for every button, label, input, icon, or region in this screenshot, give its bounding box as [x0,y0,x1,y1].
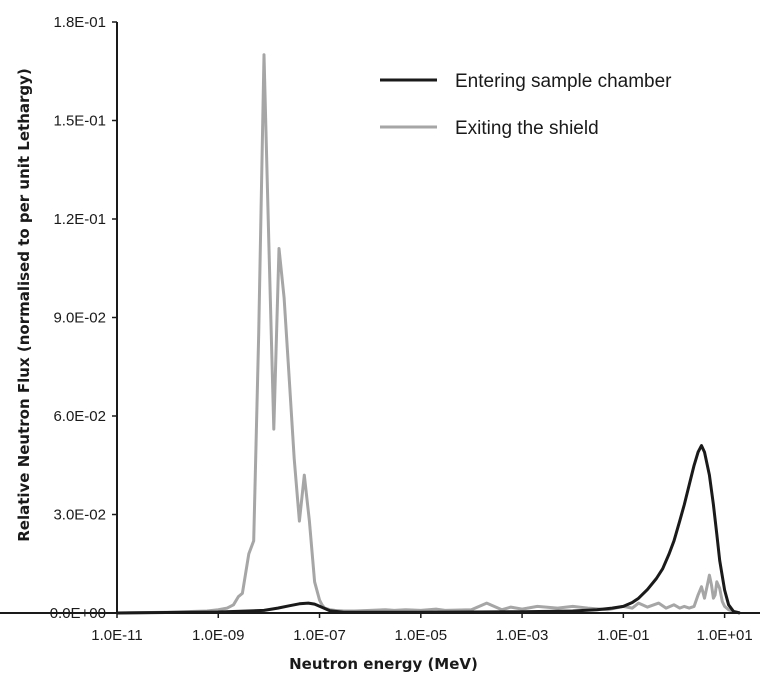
y-tick-label: 1.8E-01 [53,14,106,31]
x-axis-title: Neutron energy (MeV) [289,655,478,673]
y-axis-title: Relative Neutron Flux (normalised to per… [15,68,33,542]
x-tick-label: 1.0E-07 [293,627,346,644]
x-tick-label: 1.0E+01 [696,627,752,644]
x-tick-label: 1.0E-03 [496,627,549,644]
x-tick-label: 1.0E-01 [597,627,650,644]
series-line-exiting-the-shield [116,53,741,615]
y-tick-label: 1.2E-01 [53,211,106,228]
y-tick-label: 1.5E-01 [53,113,106,130]
legend-label-entering-sample-chamber: Entering sample chamber [455,71,672,92]
x-tick-label: 1.0E-05 [395,627,448,644]
series-layer [116,53,741,615]
x-tick-label: 1.0E-11 [91,627,142,644]
series-line-entering-sample-chamber [116,444,741,615]
y-tick-label: 6.0E-02 [53,408,106,425]
legend: Entering sample chamber Exiting the shie… [380,71,672,139]
y-tick-label: 3.0E-02 [53,507,106,524]
x-tick-label: 1.0E-09 [192,627,245,644]
legend-label-exiting-the-shield: Exiting the shield [455,118,599,139]
y-tick-label: 9.0E-02 [53,310,106,327]
y-tick-label: 0.0E+00 [50,605,106,622]
ticks-layer: 0.0E+00 3.0E-02 6.0E-02 9.0E-02 1.2E-01 1.5E-… [50,14,753,644]
